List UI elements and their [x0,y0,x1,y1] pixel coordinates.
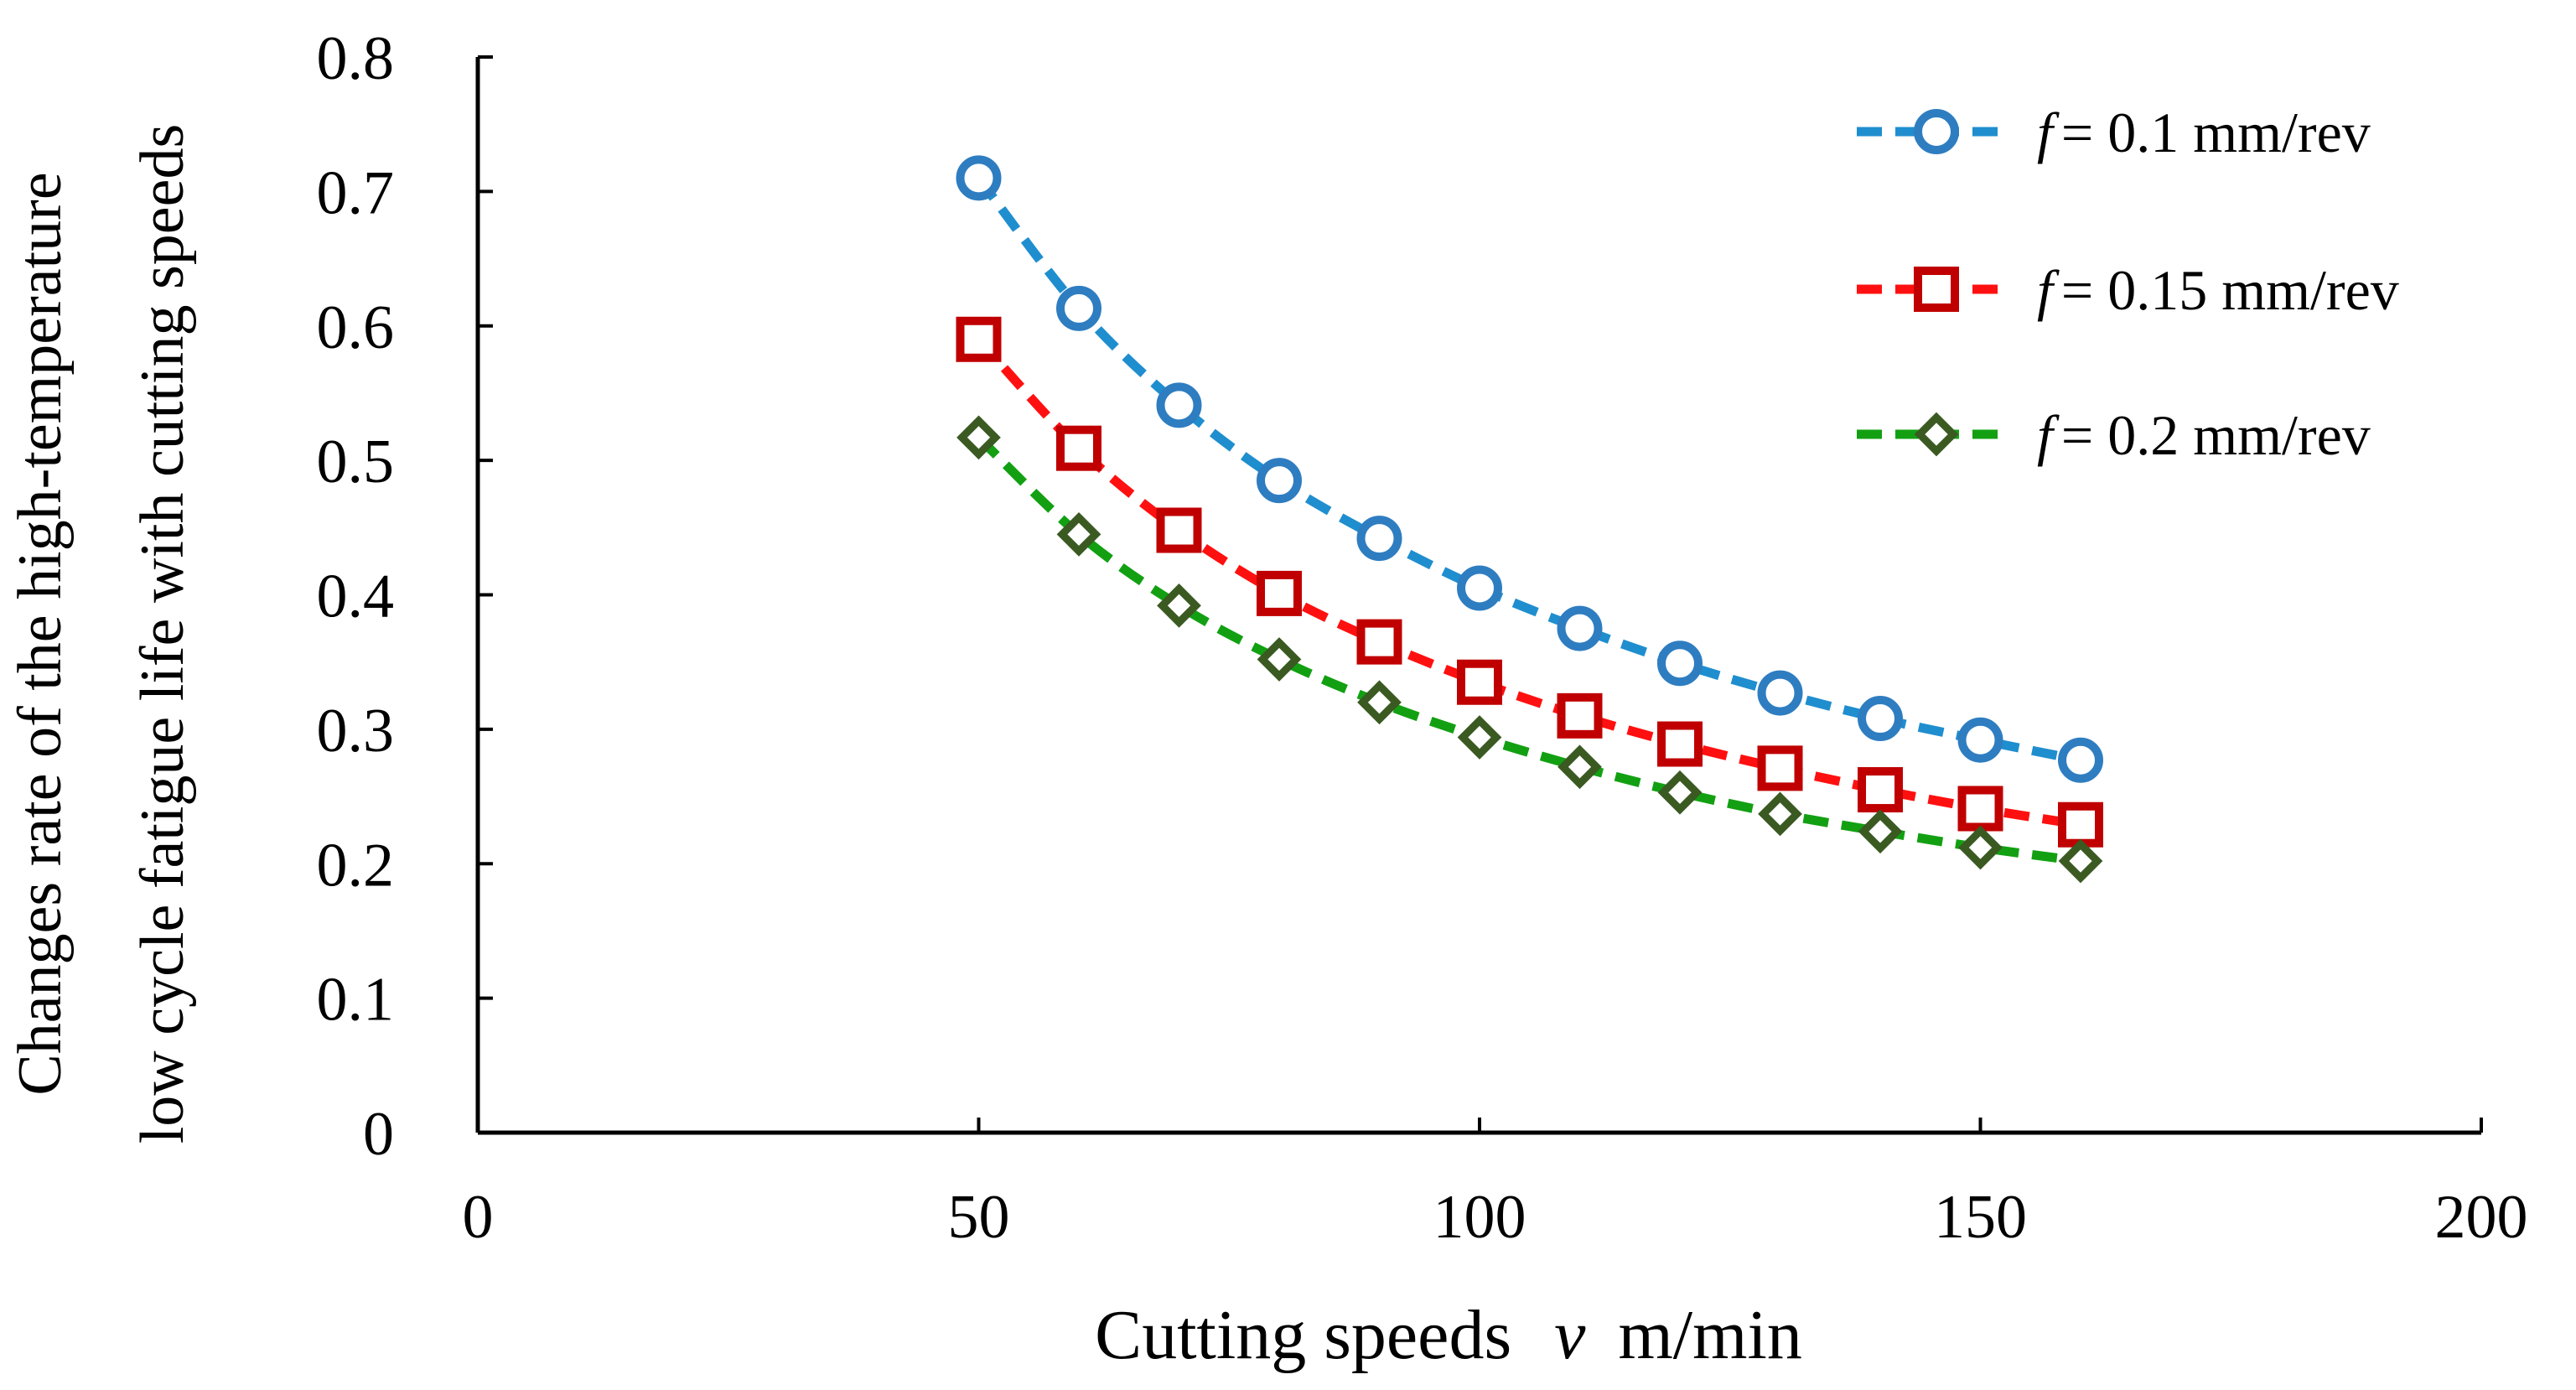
data-point [1757,670,1803,716]
y-axis-title-line1: Changes rate of the high-temperature [6,172,75,1095]
legend-swatch-marker [1914,267,1959,312]
y-tick-label: 0.8 [317,24,395,93]
data-point [1457,715,1502,760]
legend-label-text: = 0.1 mm/rev [2061,101,2371,164]
data-point [1257,637,1302,682]
data-point [1558,744,1602,790]
y-tick-label: 0.1 [317,966,395,1035]
y-tick-label: 0.3 [317,697,395,765]
x-tick-label: 0 [463,1183,494,1252]
y-tick-label: 0.7 [317,158,395,227]
legend-label: f = 0.2 mm/rev [2037,403,2371,467]
data-point [1957,786,2003,832]
data-point [1557,605,1603,651]
data-point [1356,516,1402,562]
x-axis-title-unit: m/min [1618,1296,1801,1374]
data-point [1757,745,1803,791]
data-point [1156,382,1202,428]
legend-label: f = 0.15 mm/rev [2037,258,2399,322]
data-point [1858,696,1903,742]
x-ticks: 0 50 100 150 200 [463,1118,2528,1252]
legend-label-text: = 0.2 mm/rev [2061,403,2371,467]
y-tick-label: 0 [363,1100,394,1169]
data-point [1056,285,1101,331]
data-point [1457,659,1502,705]
legend-item: f = 0.15 mm/rev [1857,258,2399,322]
data-point [1557,692,1603,739]
data-point [1958,825,2003,870]
y-tick-label: 0.5 [317,428,395,496]
series-2 [956,316,2103,848]
data-point [1257,570,1302,616]
data-point [2058,838,2103,884]
legend-label-var: f [2037,403,2060,467]
data-point [1157,583,1201,628]
x-axis-title-prefix: Cutting speeds [1095,1296,1511,1374]
data-point [956,155,1002,201]
data-point [1657,641,1703,687]
data-point [1156,507,1202,553]
y-tick-label: 0.4 [317,563,395,631]
data-point [1257,458,1302,504]
legend-label: f = 0.1 mm/rev [2037,101,2371,164]
y-tick-label: 0.6 [317,293,395,362]
data-point [1758,791,1802,837]
y-ticks: 0 0.1 0.2 0.3 0.4 0.5 0.6 0.7 0.8 [317,24,493,1169]
data-point [1357,680,1402,725]
data-point [956,415,1001,460]
legend-label-var: f [2037,101,2060,164]
y-axis-title-line2: low cycle fatigue life with cutting spee… [128,124,197,1144]
x-tick-label: 100 [1433,1183,1526,1252]
data-point [1356,619,1402,665]
series-1 [956,155,2103,783]
y-tick-label: 0.2 [317,831,395,900]
legend-swatch-marker [1914,109,1959,154]
data-point [1858,767,1903,813]
series-line [975,336,2081,830]
x-axis-title-var: v [1554,1296,1586,1374]
y-axis-title: Changes rate of the high-temperature low… [6,124,197,1144]
x-tick-label: 200 [2435,1183,2528,1252]
x-axis-title: Cutting speeds v m/min [1095,1296,1802,1374]
data-point [1657,770,1703,815]
data-point [1957,717,2003,763]
data-point [1858,809,1903,854]
data-point [1056,511,1101,557]
data-point [2058,737,2103,783]
legend-label-text: = 0.15 mm/rev [2061,258,2399,322]
legend-item: f = 0.1 mm/rev [1857,101,2371,164]
legend-label-var: f [2037,258,2060,322]
series-line [975,174,2082,765]
series-layer [956,155,2103,884]
data-point [2058,801,2103,848]
data-point [1657,721,1703,767]
data-point [1457,565,1502,611]
legend-swatch-marker [1914,412,1959,457]
data-point [1056,425,1101,471]
x-tick-label: 150 [1934,1183,2027,1252]
series-3 [956,415,2103,884]
data-point [956,316,1002,362]
x-tick-label: 50 [948,1183,1010,1252]
legend-item: f = 0.2 mm/rev [1857,403,2371,467]
